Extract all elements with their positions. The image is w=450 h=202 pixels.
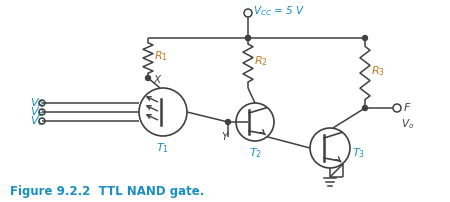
Text: $V_o$: $V_o$: [401, 117, 414, 131]
Text: $R_2$: $R_2$: [254, 54, 268, 68]
Text: $V_B$: $V_B$: [30, 105, 45, 119]
Text: $R_3$: $R_3$: [371, 64, 385, 78]
Circle shape: [246, 36, 251, 40]
Text: Figure 9.2.2  TTL NAND gate.: Figure 9.2.2 TTL NAND gate.: [10, 185, 204, 198]
Circle shape: [363, 105, 368, 110]
Text: $V_A$: $V_A$: [30, 96, 45, 110]
Circle shape: [246, 36, 251, 40]
Text: $F$: $F$: [403, 101, 412, 113]
Text: $T_1$: $T_1$: [157, 141, 170, 155]
Text: $Y$: $Y$: [221, 130, 230, 142]
Text: $V_C$: $V_C$: [30, 114, 45, 128]
Text: $X$: $X$: [153, 73, 163, 85]
Text: $R_1$: $R_1$: [154, 49, 168, 63]
Text: $T_2$: $T_2$: [248, 146, 261, 160]
Text: $V_{CC}$ = 5 V: $V_{CC}$ = 5 V: [253, 4, 306, 18]
Circle shape: [145, 76, 150, 81]
Text: $T_3$: $T_3$: [352, 146, 365, 160]
Circle shape: [225, 120, 230, 124]
Circle shape: [363, 36, 368, 40]
